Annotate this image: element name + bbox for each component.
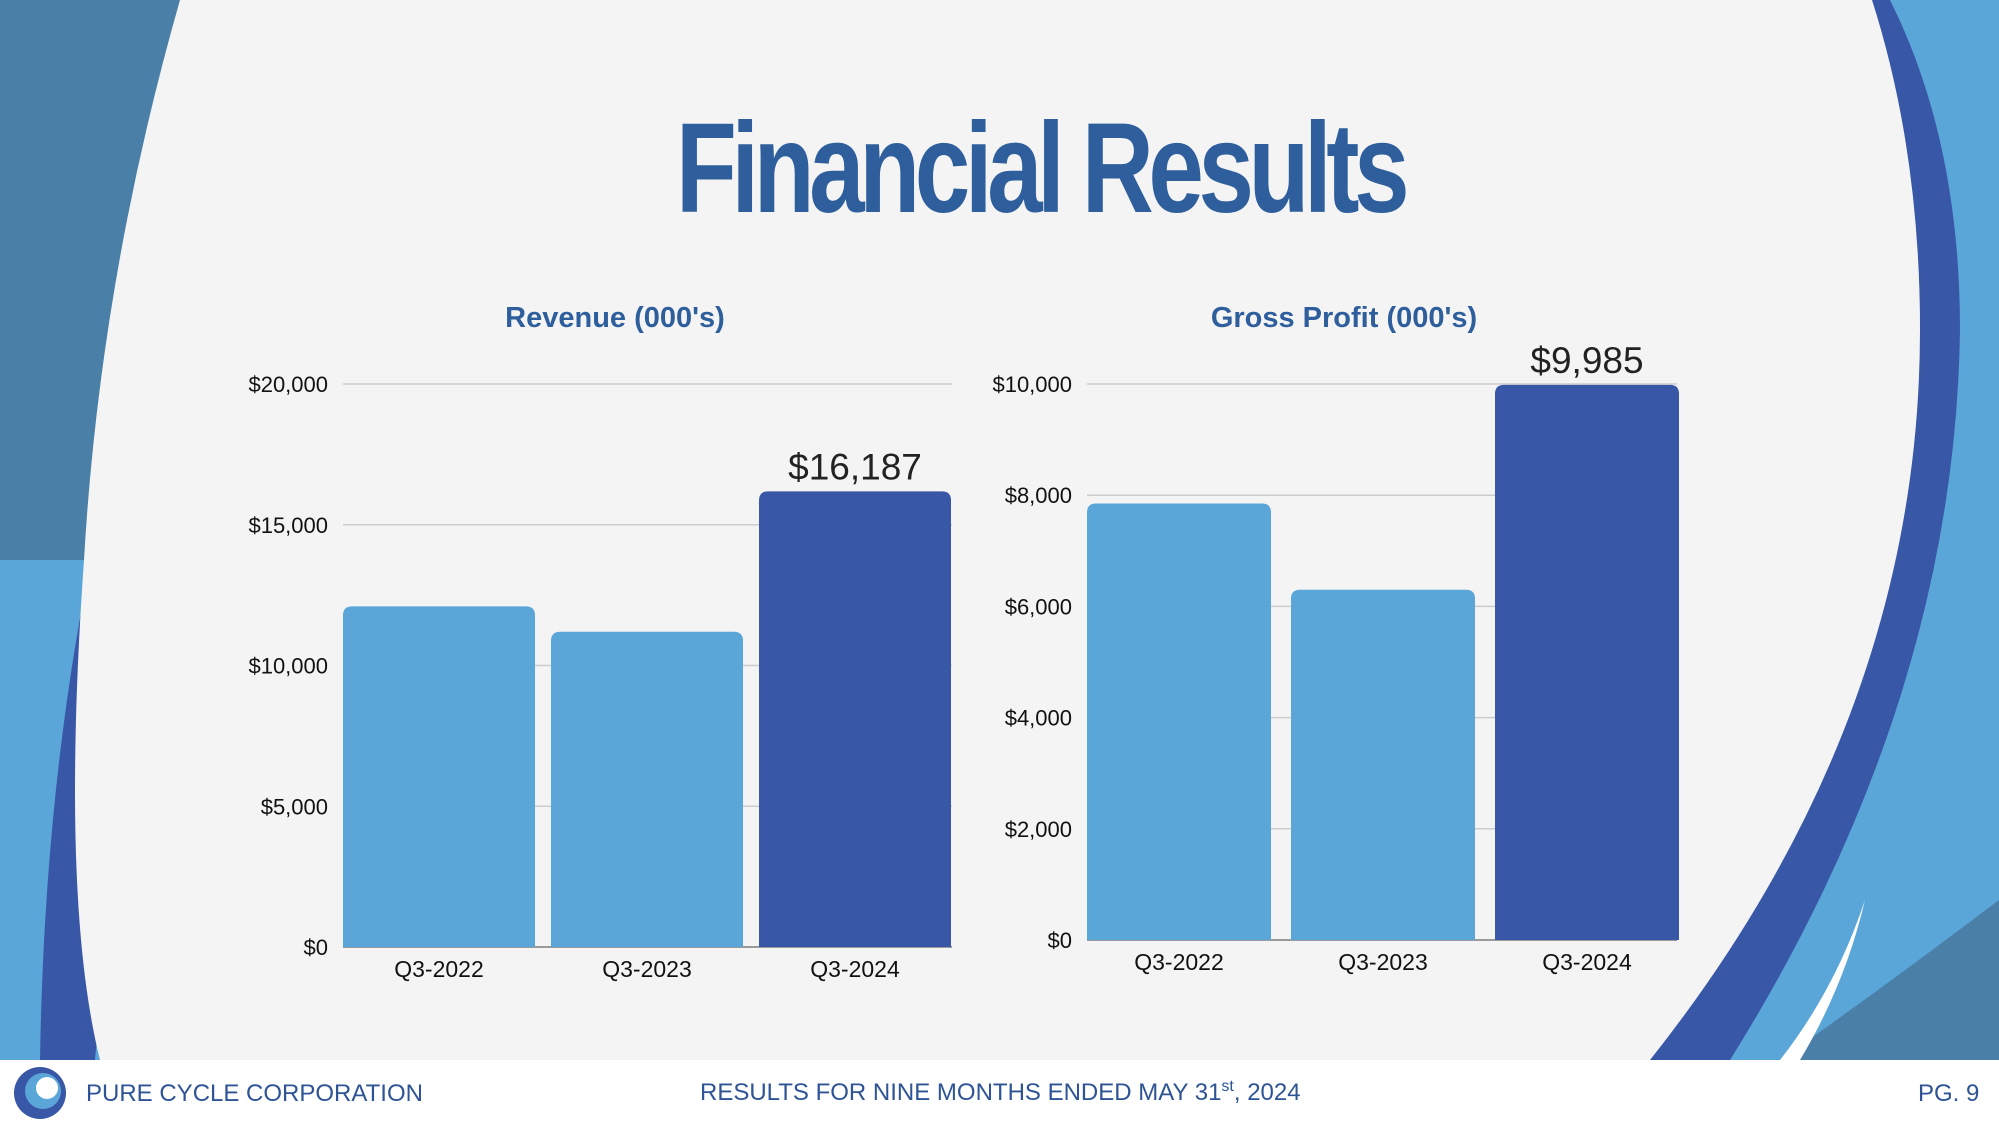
y-tick-label: $6,000 bbox=[1005, 594, 1072, 619]
results-period-prefix: RESULTS FOR NINE MONTHS ENDED MAY 31 bbox=[700, 1079, 1222, 1106]
x-tick-label: Q3-2023 bbox=[602, 956, 692, 982]
x-tick-label: Q3-2023 bbox=[1338, 949, 1428, 975]
y-tick-label: $0 bbox=[1048, 928, 1072, 953]
bg-right-shade bbox=[1780, 900, 1999, 1060]
chart-title: Revenue (000's) bbox=[505, 302, 725, 334]
y-tick-label: $0 bbox=[304, 935, 328, 960]
data-label: $9,985 bbox=[1530, 340, 1643, 381]
y-tick-label: $8,000 bbox=[1005, 483, 1072, 508]
footer: PURE CYCLE CORPORATION RESULTS FOR NINE … bbox=[0, 1060, 1999, 1125]
bg-right-band bbox=[1730, 0, 1999, 1060]
y-tick-label: $4,000 bbox=[1005, 706, 1072, 731]
company-name: PURE CYCLE CORPORATION bbox=[86, 1080, 423, 1107]
revenue-chart: Revenue (000's) $0 $5,000 $10,000 $15,000 $20… bbox=[248, 302, 952, 982]
bar-q3-2024 bbox=[1495, 384, 1679, 941]
bar-q3-2023 bbox=[1291, 589, 1475, 940]
page-number: PG. 9 bbox=[1918, 1080, 1980, 1107]
company-logo-icon bbox=[14, 1067, 66, 1119]
chart-title: Gross Profit (000's) bbox=[1211, 302, 1477, 334]
results-period: RESULTS FOR NINE MONTHS ENDED MAY 31st, … bbox=[700, 1078, 1301, 1107]
y-tick-label: $2,000 bbox=[1005, 817, 1072, 842]
y-tick-label: $10,000 bbox=[248, 654, 328, 679]
y-tick-label: $10,000 bbox=[992, 372, 1072, 397]
data-label: $16,187 bbox=[788, 446, 922, 487]
y-tick-label: $5,000 bbox=[261, 794, 328, 819]
bar-q3-2023 bbox=[551, 631, 743, 947]
bar-q3-2022 bbox=[1087, 503, 1271, 940]
results-period-ordinal: st bbox=[1221, 1078, 1234, 1095]
x-tick-label: Q3-2024 bbox=[810, 956, 900, 982]
x-tick-label: Q3-2022 bbox=[1134, 949, 1224, 975]
bar-q3-2024 bbox=[759, 491, 951, 947]
x-tick-label: Q3-2024 bbox=[1542, 949, 1632, 975]
results-period-suffix: , 2024 bbox=[1233, 1079, 1301, 1106]
gross-profit-chart: Gross Profit (000's) $0 $2,000 $4,000 $6,000… bbox=[992, 302, 1679, 975]
y-tick-label: $20,000 bbox=[248, 372, 328, 397]
bar-q3-2022 bbox=[343, 606, 535, 947]
y-tick-label: $15,000 bbox=[248, 513, 328, 538]
x-tick-label: Q3-2022 bbox=[394, 956, 484, 982]
page-title: Financial Results bbox=[675, 97, 1410, 240]
